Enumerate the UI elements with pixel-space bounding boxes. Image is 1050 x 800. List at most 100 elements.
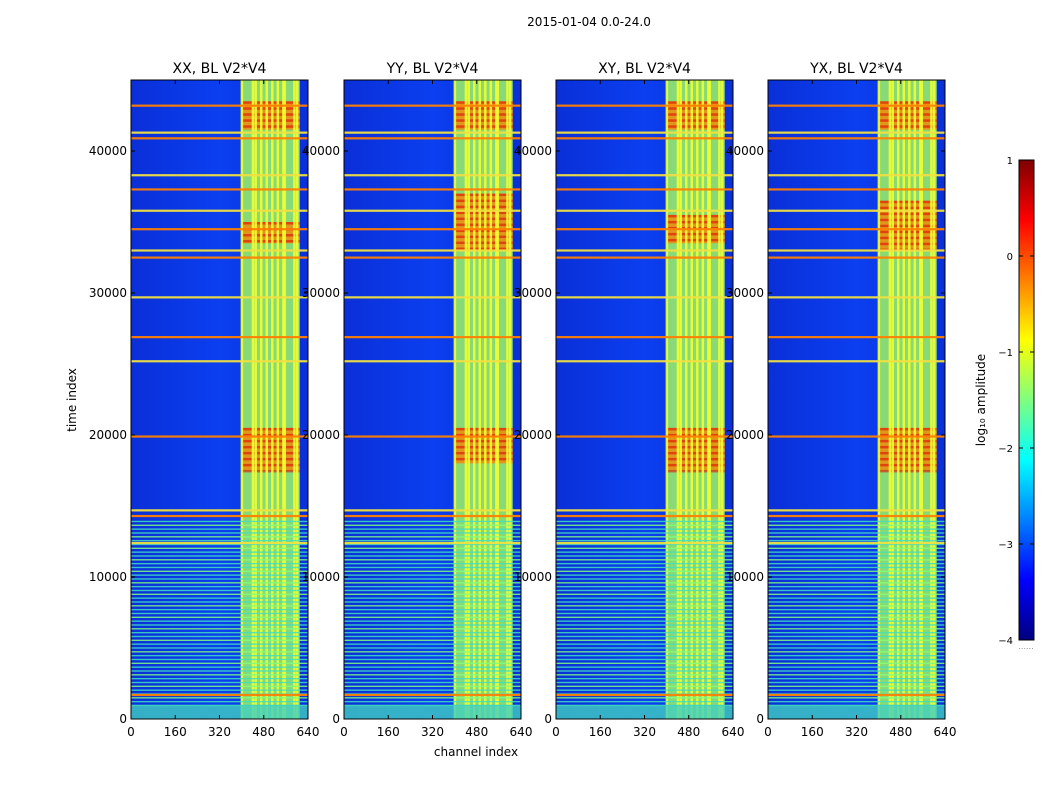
dense-stripe bbox=[131, 559, 308, 561]
hot-stripe bbox=[454, 125, 513, 128]
dense-stripe bbox=[556, 547, 733, 550]
rfi-time-line bbox=[556, 131, 733, 134]
panel-title: YY, BL V2*V4 bbox=[386, 61, 479, 77]
colorbar-tick-label: −3 bbox=[998, 540, 1013, 551]
rfi-channel-line bbox=[676, 80, 680, 719]
dense-stripe bbox=[556, 543, 733, 546]
hot-stripe bbox=[878, 101, 937, 104]
hot-stripe bbox=[241, 445, 300, 449]
dense-stripe bbox=[131, 658, 308, 661]
dense-stripe bbox=[768, 593, 945, 596]
dense-stripe bbox=[131, 639, 308, 642]
hot-stripe bbox=[454, 101, 513, 104]
rfi-time-line bbox=[768, 174, 945, 177]
rfi-time-line bbox=[131, 174, 308, 177]
dense-stripe bbox=[768, 658, 945, 661]
bright-channel-band bbox=[666, 80, 725, 719]
dense-stripe bbox=[131, 654, 308, 657]
x-tick-label: 160 bbox=[164, 725, 187, 739]
dense-stripe bbox=[768, 566, 945, 569]
dense-stripe bbox=[768, 532, 945, 534]
dense-stripe bbox=[556, 528, 733, 530]
y-tick-label: 20000 bbox=[514, 428, 552, 442]
dense-stripe bbox=[131, 566, 308, 569]
rfi-time-line bbox=[768, 228, 945, 231]
hot-stripe bbox=[666, 463, 725, 467]
dense-stripe bbox=[344, 539, 521, 542]
dense-stripe bbox=[768, 528, 945, 530]
hot-stripe bbox=[241, 107, 300, 110]
hot-stripe bbox=[241, 433, 300, 437]
rfi-time-line bbox=[768, 514, 945, 518]
dense-stripe bbox=[344, 547, 521, 550]
rfi-time-line bbox=[556, 188, 733, 191]
rfi-channel-line bbox=[908, 80, 911, 719]
colorbar-tick-label: −1 bbox=[998, 348, 1013, 359]
rfi-time-line bbox=[131, 514, 308, 518]
bright-channel-band-overlay bbox=[454, 80, 513, 719]
rfi-channel-line bbox=[919, 80, 922, 719]
dense-stripe bbox=[556, 532, 733, 534]
dense-stripe bbox=[131, 589, 308, 592]
rfi-time-line bbox=[131, 296, 308, 299]
dense-stripe bbox=[768, 601, 945, 603]
rfi-time-line bbox=[556, 360, 733, 363]
dense-stripe bbox=[344, 677, 521, 680]
panel-4: YX, BL V2*V4 0 160 320 480 640 0 10000 20000 3000… bbox=[726, 61, 957, 739]
dense-stripe bbox=[131, 601, 308, 603]
dense-stripe bbox=[131, 605, 308, 607]
bright-channel-band-overlay bbox=[878, 80, 937, 719]
dense-stripe bbox=[768, 666, 945, 668]
dense-stripe bbox=[344, 616, 521, 619]
hot-stripe bbox=[454, 193, 513, 197]
rfi-time-line bbox=[556, 249, 733, 252]
dense-stripe bbox=[131, 631, 308, 634]
y-tick-label: 40000 bbox=[302, 144, 340, 158]
hot-stripe bbox=[666, 220, 725, 224]
rfi-time-line bbox=[768, 249, 945, 252]
dense-stripe bbox=[131, 620, 308, 622]
dense-stripe bbox=[131, 666, 308, 668]
rfi-channel-line bbox=[902, 80, 906, 719]
rfi-time-line bbox=[556, 256, 733, 259]
hot-stripe bbox=[241, 234, 300, 237]
hot-stripe bbox=[454, 439, 513, 443]
x-tick-label: 160 bbox=[377, 725, 400, 739]
dense-stripe bbox=[344, 658, 521, 661]
rfi-channel-line bbox=[930, 80, 933, 719]
x-tick-label: 320 bbox=[845, 725, 868, 739]
rfi-time-line bbox=[344, 256, 521, 259]
dense-stripe bbox=[344, 628, 521, 630]
hot-stripe bbox=[454, 235, 513, 239]
y-axis-label: time index bbox=[65, 368, 79, 432]
hot-stripe bbox=[241, 240, 300, 243]
dense-stripe bbox=[131, 685, 308, 688]
x-tick-label: 0 bbox=[552, 725, 560, 739]
dense-stripe bbox=[131, 551, 308, 553]
dense-stripe bbox=[768, 520, 945, 523]
dense-stripe bbox=[131, 689, 308, 691]
y-tick-label: 20000 bbox=[726, 428, 764, 442]
rfi-time-line bbox=[131, 131, 308, 134]
panel-title: XX, BL V2*V4 bbox=[173, 61, 267, 77]
hot-stripe bbox=[241, 119, 300, 122]
dense-stripe bbox=[556, 631, 733, 634]
dense-stripe bbox=[131, 700, 308, 703]
bright-channel-band-overlay bbox=[666, 80, 725, 719]
dense-stripe bbox=[556, 643, 733, 645]
dense-stripe bbox=[556, 539, 733, 542]
figure-suptitle: 2015-01-04 0.0-24.0 bbox=[527, 15, 651, 29]
panel-3: XY, BL V2*V4 0 160 320 480 640 0 10000 20000 3000… bbox=[514, 61, 745, 739]
y-tick-label: 30000 bbox=[302, 286, 340, 300]
bright-channel-band-overlay bbox=[241, 80, 300, 719]
hot-stripe bbox=[666, 439, 725, 443]
dense-stripe bbox=[556, 654, 733, 657]
dense-stripe bbox=[131, 574, 308, 576]
dense-stripe bbox=[131, 536, 308, 538]
hot-interval-3 bbox=[454, 427, 513, 464]
dense-stripe bbox=[556, 612, 733, 615]
rfi-channel-line bbox=[478, 80, 482, 719]
rfi-time-line bbox=[556, 336, 733, 339]
hot-stripe bbox=[878, 427, 937, 431]
rfi-channel-line bbox=[265, 80, 269, 719]
